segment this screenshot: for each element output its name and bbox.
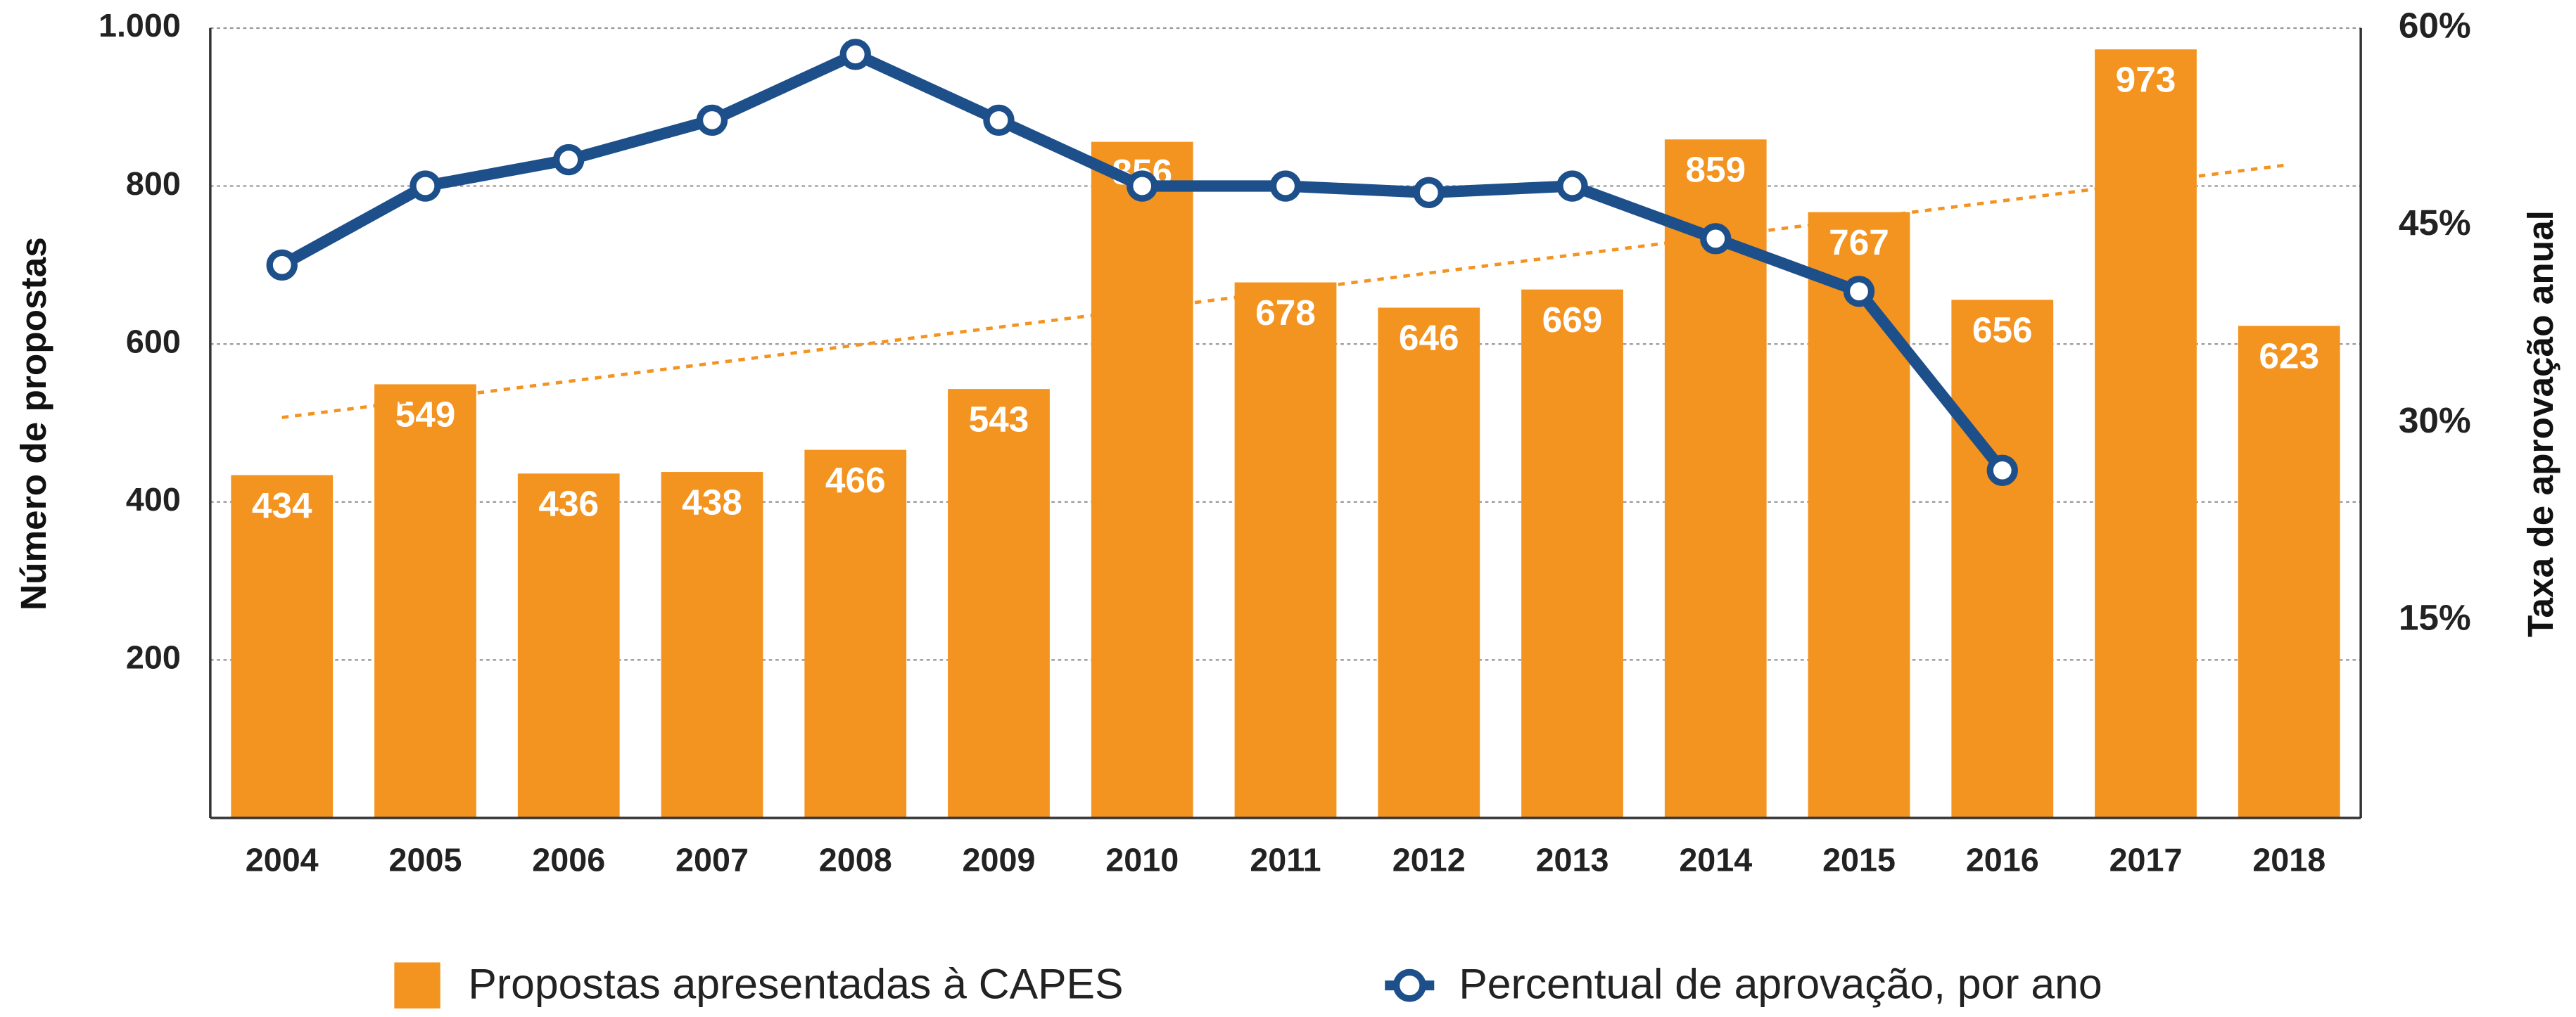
bar — [374, 384, 476, 818]
bar-value-label: 436 — [538, 484, 599, 524]
bar — [661, 472, 763, 818]
bar-value-label: 549 — [395, 395, 456, 435]
line-point — [410, 170, 441, 202]
y2-tick-label: 15% — [2399, 598, 2471, 638]
x-tick-label: 2008 — [819, 841, 892, 878]
bar — [1091, 141, 1193, 818]
x-tick-label: 2006 — [532, 841, 605, 878]
line-point — [1986, 454, 2018, 486]
y2-tick-label: 45% — [2399, 203, 2471, 243]
bar-value-label: 466 — [825, 460, 886, 500]
line-point — [1556, 170, 1588, 202]
y2-axis-label: Taxa de aprovação anual — [2520, 210, 2561, 637]
line-point — [1413, 177, 1445, 209]
x-tick-label: 2018 — [2252, 841, 2326, 878]
bar — [1808, 212, 1910, 818]
line-point — [983, 104, 1015, 136]
y-tick-label: 1.000 — [99, 7, 181, 44]
line-point — [1843, 276, 1875, 307]
bar-value-label: 973 — [2116, 59, 2176, 99]
bar — [1951, 300, 2054, 818]
x-tick-label: 2014 — [1679, 841, 1752, 878]
y-axis-label: Número de propostas — [13, 237, 53, 610]
line-point — [696, 104, 728, 136]
bar-value-label: 623 — [2259, 336, 2319, 376]
line-point — [553, 143, 585, 176]
legend-swatch — [1392, 968, 1426, 1002]
line-point — [266, 249, 298, 281]
trend-line — [281, 162, 2290, 419]
x-tick-label: 2004 — [246, 841, 319, 878]
y-tick-label: 400 — [126, 481, 181, 518]
bar — [1521, 289, 1623, 818]
bar — [1378, 307, 1480, 818]
bar-value-label: 656 — [1972, 309, 2033, 350]
bar-value-label: 678 — [1255, 293, 1316, 333]
x-tick-label: 2016 — [1966, 841, 2039, 878]
x-tick-label: 2005 — [389, 841, 462, 878]
y2-tick-label: 60% — [2399, 5, 2471, 45]
x-tick-label: 2017 — [2109, 841, 2183, 878]
x-tick-label: 2010 — [1105, 841, 1179, 878]
line-point — [839, 39, 871, 70]
line-point — [1269, 170, 1302, 202]
x-tick-label: 2007 — [675, 841, 749, 878]
x-tick-label: 2013 — [1536, 841, 1609, 878]
x-tick-label: 2012 — [1392, 841, 1466, 878]
x-tick-label: 2009 — [963, 841, 1036, 878]
bar-value-label: 646 — [1399, 318, 1459, 358]
bar — [2238, 326, 2340, 818]
legend-label: Percentual de aprovação, por ano — [1459, 959, 2102, 1007]
y-tick-label: 600 — [126, 323, 181, 359]
bar — [517, 473, 620, 818]
bar-value-label: 767 — [1829, 222, 1889, 262]
bar-value-label: 669 — [1542, 300, 1603, 340]
line-point — [1700, 223, 1732, 255]
bar-value-label: 859 — [1685, 150, 1746, 190]
legend-swatch — [394, 962, 440, 1009]
y-tick-label: 200 — [126, 639, 181, 676]
y-tick-label: 800 — [126, 165, 181, 202]
bar — [2095, 49, 2197, 818]
bar — [231, 475, 334, 818]
legend-label: Propostas apresentadas à CAPES — [468, 959, 1123, 1007]
bar-value-label: 434 — [252, 485, 312, 525]
bar-value-label: 438 — [682, 482, 742, 522]
y2-tick-label: 30% — [2399, 400, 2471, 440]
bar — [804, 449, 907, 818]
bar — [948, 389, 1050, 818]
line-point — [1127, 170, 1158, 202]
bar-value-label: 543 — [969, 399, 1029, 439]
x-tick-label: 2015 — [1822, 841, 1896, 878]
bar — [1234, 282, 1337, 818]
x-tick-label: 2011 — [1250, 841, 1321, 878]
